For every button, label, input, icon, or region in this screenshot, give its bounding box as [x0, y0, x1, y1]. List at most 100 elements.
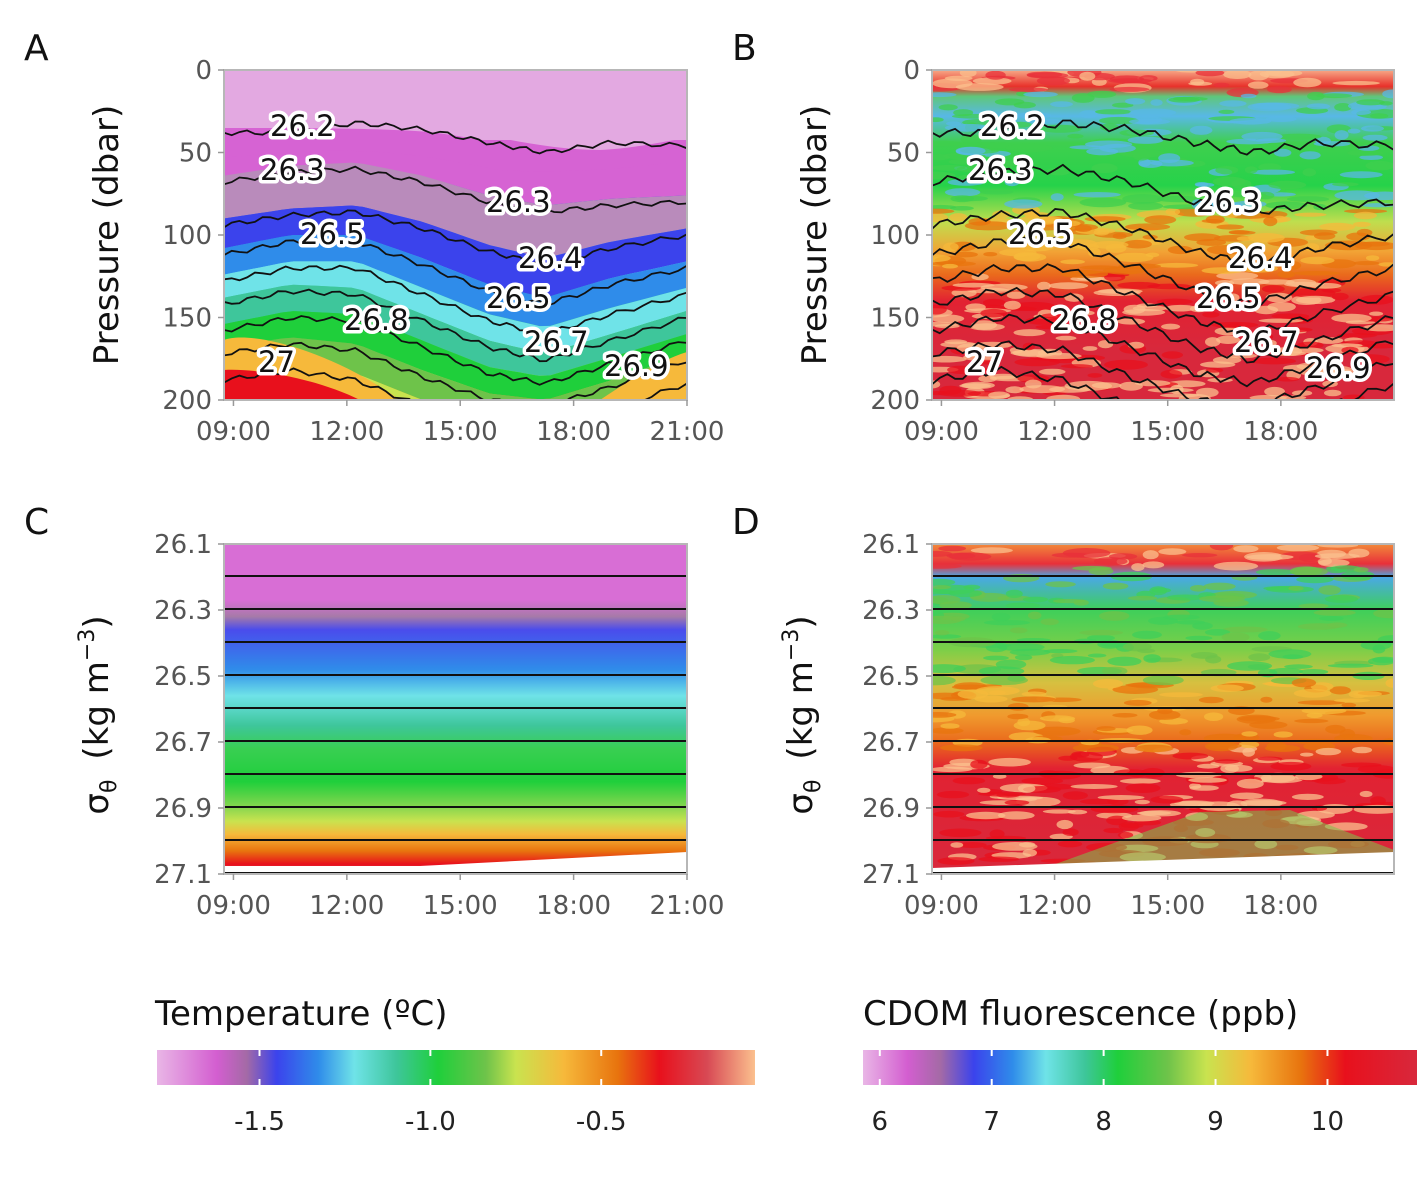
sigma-subscript: θ — [801, 780, 826, 793]
fluorescence-patch — [1233, 545, 1259, 553]
fluorescence-patch — [1329, 686, 1351, 695]
fluorescence-patch — [1300, 752, 1314, 757]
x-tick-label: 09:00 — [904, 417, 979, 447]
fluorescence-patch — [1260, 772, 1296, 783]
fluorescence-patch — [1103, 827, 1124, 834]
fluorescence-patch — [1156, 298, 1193, 305]
fluorescence-patch — [972, 77, 1012, 85]
panel-d-frame — [931, 543, 1395, 875]
fluorescence-patch — [942, 263, 958, 269]
x-tick-label: 21:00 — [650, 891, 725, 921]
fluorescence-patch — [1160, 369, 1183, 379]
y-tick-label: 27.1 — [862, 860, 920, 890]
fluorescence-patch — [1257, 756, 1283, 761]
fluorescence-patch — [1361, 125, 1384, 132]
fluorescence-patch — [1369, 311, 1384, 316]
panel-c-ylabel: σθ (kg m−3) — [75, 615, 122, 814]
fluorescence-patch — [1084, 140, 1133, 149]
fluorescence-patch — [1021, 691, 1047, 697]
colorbar-tick-label: 8 — [1095, 1107, 1112, 1137]
fluorescence-patch — [1204, 712, 1224, 721]
fluorescence-patch — [1010, 627, 1028, 634]
fluorescence-patch — [1336, 333, 1377, 338]
fluorescence-patch — [1216, 272, 1259, 280]
fluorescence-patch — [1164, 304, 1197, 312]
fluorescence-patch — [978, 856, 1020, 862]
fluorescence-patch — [1334, 190, 1380, 201]
fluorescence-patch — [932, 355, 967, 363]
fluorescence-patch — [1227, 661, 1273, 671]
fluorescence-patch — [1332, 182, 1359, 187]
fluorescence-patch — [955, 195, 988, 202]
fluorescence-patch — [1042, 809, 1076, 814]
fluorescence-patch — [985, 160, 1029, 166]
fluorescence-patch — [1036, 352, 1082, 360]
fluorescence-patch — [1048, 282, 1089, 290]
fluorescence-patch — [1354, 241, 1394, 251]
fluorescence-patch — [949, 213, 968, 222]
fluorescence-patch — [1238, 716, 1280, 722]
x-tick-label: 18:00 — [1243, 417, 1318, 447]
panel-label-b: B — [732, 28, 757, 69]
contour-label: 26.8 — [1052, 303, 1117, 337]
fluorescence-patch — [1046, 394, 1081, 400]
fluorescence-patch — [940, 723, 960, 729]
fluorescence-patch — [1049, 655, 1095, 665]
fluorescence-patch — [1353, 567, 1369, 573]
y-tick-label: 150 — [870, 304, 920, 334]
fluorescence-patch — [1021, 777, 1064, 785]
fluorescence-patch — [1265, 116, 1297, 122]
fluorescence-patch — [1314, 553, 1360, 559]
fluorescence-patch — [1240, 93, 1257, 99]
fluorescence-patch — [932, 254, 951, 263]
x-tick-label: 12:00 — [1017, 891, 1092, 921]
unit-text: (kg m — [781, 661, 821, 759]
fluorescence-patch — [1018, 215, 1064, 224]
fluorescence-patch — [1351, 746, 1373, 754]
y-tick-label: 27.1 — [154, 860, 212, 890]
fluorescence-patch — [1018, 841, 1036, 848]
fluorescence-patch — [1343, 394, 1365, 400]
fluorescence-patch — [932, 314, 965, 323]
fluorescence-patch — [1126, 725, 1153, 735]
y-tick-label: 26.5 — [154, 662, 212, 692]
fluorescence-patch — [1190, 585, 1207, 592]
fluorescence-patch — [1198, 696, 1224, 704]
fluorescence-patch — [1190, 652, 1218, 659]
fluorescence-patch — [1138, 159, 1163, 168]
y-tick-label: 200 — [870, 386, 920, 416]
x-tick-label: 18:00 — [536, 417, 611, 447]
sigma-subscript: θ — [97, 780, 122, 793]
fluorescence-patch — [1299, 151, 1321, 160]
fluorescence-patch — [1123, 239, 1152, 249]
fluorescence-patch — [983, 252, 998, 257]
fluorescence-patch — [1236, 778, 1264, 789]
fluorescence-patch — [1172, 752, 1209, 760]
fluorescence-patch — [1242, 290, 1256, 297]
fluorescence-patch — [1013, 252, 1047, 262]
fluorescence-patch — [1079, 110, 1098, 119]
fluorescence-patch — [1298, 603, 1329, 609]
fluorescence-patch — [1353, 211, 1377, 220]
fluorescence-patch — [932, 675, 956, 686]
fluorescence-patch — [1185, 635, 1213, 641]
fluorescence-patch — [1207, 742, 1242, 749]
fluorescence-patch — [1268, 180, 1307, 190]
fluorescence-patch — [1382, 89, 1394, 99]
fluorescence-patch — [1276, 544, 1320, 552]
fluorescence-patch — [1334, 130, 1349, 140]
isopycnal-line — [224, 341, 687, 400]
fluorescence-patch — [1254, 305, 1279, 315]
fluorescence-patch — [1097, 340, 1114, 349]
fluorescence-patch — [1241, 731, 1258, 737]
fluorescence-patch — [1314, 777, 1346, 785]
fluorescence-patch — [1112, 102, 1134, 108]
fluorescence-patch — [1005, 589, 1023, 599]
colorbar-cdom-title: CDOM fluorescence (ppb) — [863, 994, 1298, 1034]
fluorescence-patch — [1331, 343, 1363, 348]
fluorescence-patch — [1175, 620, 1206, 625]
contour-label: 26.5 — [1196, 281, 1261, 315]
fluorescence-patch — [1098, 116, 1139, 125]
svg-text:σθ(kg m−3): σθ (kg m−3) — [779, 615, 826, 814]
fluorescence-patch — [1158, 153, 1181, 164]
